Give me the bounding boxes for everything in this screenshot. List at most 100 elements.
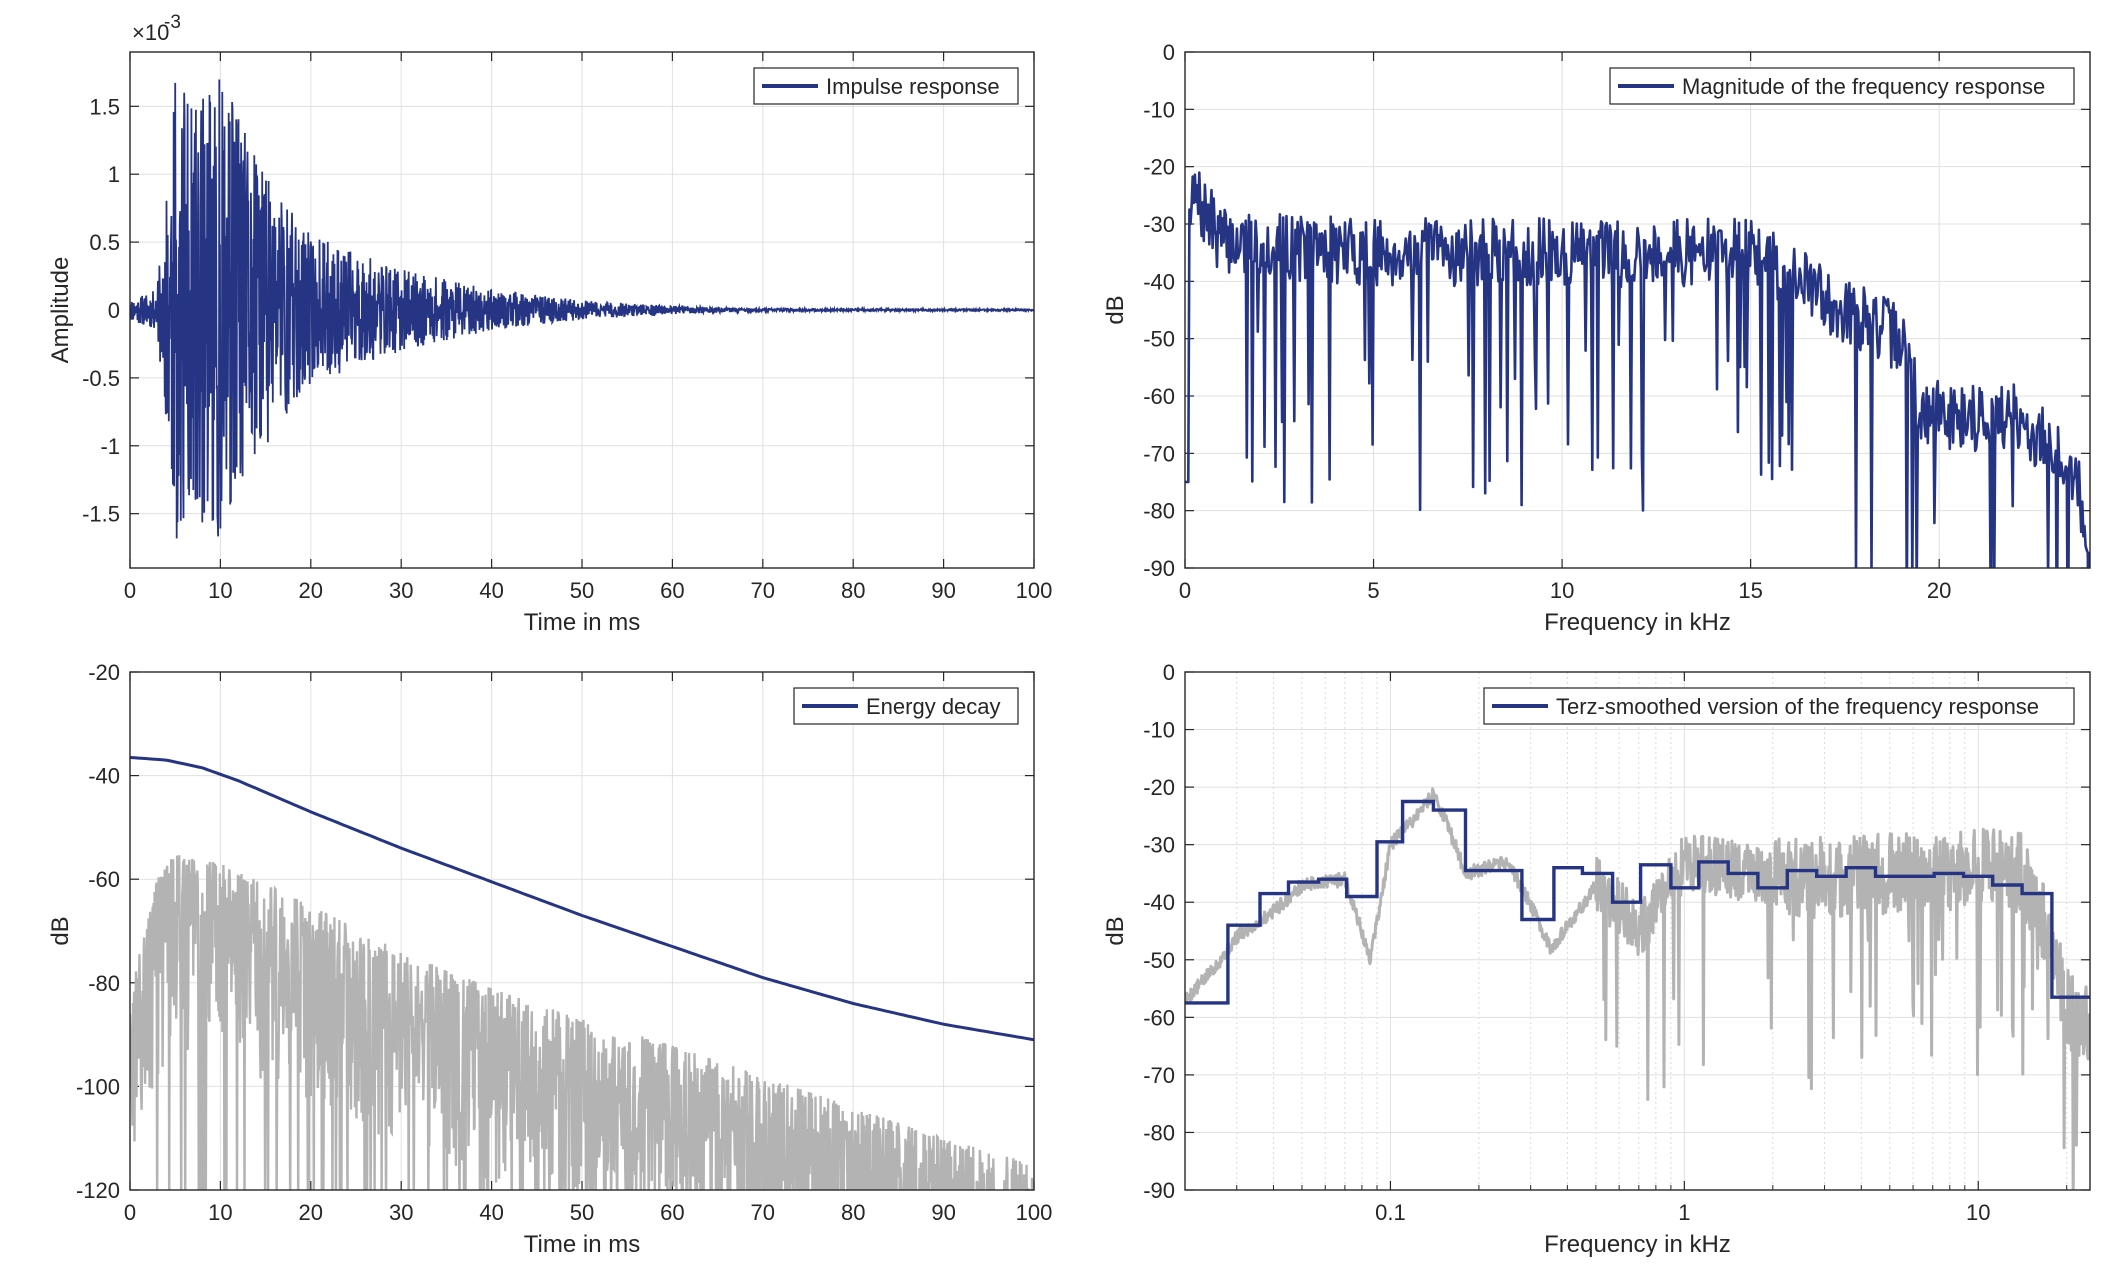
y-tick-label: -10 [1143,718,1175,743]
y-tick-label: -60 [1143,1005,1175,1030]
series-energy-decay [130,756,1034,1042]
y-tick-label: -40 [1143,890,1175,915]
series-magnitude [1185,171,2090,568]
legend-label: Energy decay [866,694,1001,719]
chart-impulse-response: 0 10 20 30 40 50 60 70 80 90 100 -1.5 -1 -0.5 0 0.5 1 1.5… [47,12,1052,636]
axis-exponent: ×10-3 [132,12,181,45]
legend-label: Magnitude of the frequency response [1682,74,2045,99]
x-tick-label: 0 [124,578,136,603]
x-axis-label: Frequency in kHz [1544,1231,1731,1258]
series-terz-smoothed [1185,799,2090,1005]
axis-exponent-base: ×10 [132,20,169,45]
y-tick-label: -40 [88,764,120,789]
x-tick-label: 60 [660,578,684,603]
x-tick-label: 10 [1550,578,1574,603]
legend: Energy decay [793,687,1019,725]
y-tick-label: -90 [1143,556,1175,581]
y-tick-label: -80 [1143,499,1175,524]
y-tick-label: -60 [1143,384,1175,409]
x-tick-label: 50 [570,578,594,603]
x-tick-label: 90 [931,578,955,603]
plot-frame [1184,671,2091,1191]
legend: Terz-smoothed version of the frequency r… [1483,687,2075,725]
y-tick-label: -1 [100,434,120,459]
y-axis-label: Amplitude [47,257,74,364]
y-axis-label: dB [47,916,74,945]
x-axis-label: Time in ms [524,1231,640,1258]
x-tick-label: 80 [841,1200,865,1225]
x-axis-label: Time in ms [524,609,640,636]
x-tick-label: 10 [208,578,232,603]
x-tick-label: 70 [751,1200,775,1225]
y-tick-label: -50 [1143,948,1175,973]
y-tick-label: -120 [76,1178,120,1203]
y-tick-label: -70 [1143,1063,1175,1088]
x-tick-label: 0 [124,1200,136,1225]
y-tick-label: -80 [88,971,120,996]
x-tick-label: 80 [841,578,865,603]
legend: Magnitude of the frequency response [1609,67,2075,105]
x-axis-label: Frequency in kHz [1544,609,1731,636]
y-tick-label: -0.5 [82,366,120,391]
x-tick-label: 20 [1927,578,1951,603]
x-tick-label: 0.1 [1375,1200,1406,1225]
x-tick-label: 20 [299,1200,323,1225]
y-tick-label: -50 [1143,327,1175,352]
x-tick-label: 1 [1678,1200,1690,1225]
legend-box [1483,687,2075,725]
axis-exponent-power: -3 [164,12,181,33]
y-axis-label: dB [1102,916,1129,945]
legend-label: Terz-smoothed version of the frequency r… [1556,694,2039,719]
y-tick-label: -1.5 [82,502,120,527]
y-tick-label: 0 [108,298,120,323]
x-tick-label: 15 [1738,578,1762,603]
plot-frame [129,671,1035,1191]
x-tick-label: 60 [660,1200,684,1225]
y-tick-label: 0 [1163,40,1175,65]
y-tick-label: 0.5 [89,230,120,255]
y-tick-label: -100 [76,1074,120,1099]
y-tick-label: -20 [88,660,120,685]
x-tick-label: 100 [1016,1200,1053,1225]
y-tick-label: -80 [1143,1120,1175,1145]
x-tick-label: 40 [479,1200,503,1225]
chart-energy-decay: 0 10 20 30 40 50 60 70 80 90 100 -20 -40 -60 -80 -100 -1… [47,660,1053,1258]
y-tick-label: 1 [108,162,120,187]
y-tick-label: -30 [1143,833,1175,858]
y-tick-label: -40 [1143,269,1175,294]
y-tick-label: 1.5 [89,94,120,119]
y-tick-label: -60 [88,867,120,892]
x-tick-label: 100 [1016,578,1053,603]
y-tick-label: 0 [1163,660,1175,685]
x-tick-label: 50 [570,1200,594,1225]
x-tick-label: 0 [1179,578,1191,603]
legend-box [1609,67,2075,105]
y-tick-label: -90 [1143,1178,1175,1203]
x-tick-label: 70 [751,578,775,603]
plot-frame [129,51,1035,569]
y-tick-label: -10 [1143,97,1175,122]
x-tick-label: 30 [389,578,413,603]
y-tick-label: -30 [1143,212,1175,237]
y-tick-label: -20 [1143,775,1175,800]
plot-frame [1184,51,2091,569]
chart-magnitude-frequency-response: 0 5 10 15 20 0 -10 -20 -30 -40 -50 -60 -70 -80 -90 Freq… [1102,40,2091,636]
x-tick-label: 40 [479,578,503,603]
x-tick-label: 90 [931,1200,955,1225]
x-tick-label: 5 [1367,578,1379,603]
x-tick-label: 10 [1966,1200,1990,1225]
y-axis-label: dB [1102,295,1129,324]
chart-terz-smoothed-response: 0.1 1 10 0 -10 -20 -30 -40 -50 -60 -70 -80 -90 Freque… [1102,660,2091,1258]
legend: Impulse response [753,67,1019,105]
x-tick-label: 30 [389,1200,413,1225]
series-impulse-response [130,79,1034,539]
y-tick-label: -20 [1143,155,1175,180]
legend-label: Impulse response [826,74,1000,99]
x-tick-label: 20 [299,578,323,603]
plot-area [1185,52,2090,568]
x-tick-label: 10 [208,1200,232,1225]
series-energy-raw [130,855,1034,1190]
y-tick-label: -70 [1143,441,1175,466]
